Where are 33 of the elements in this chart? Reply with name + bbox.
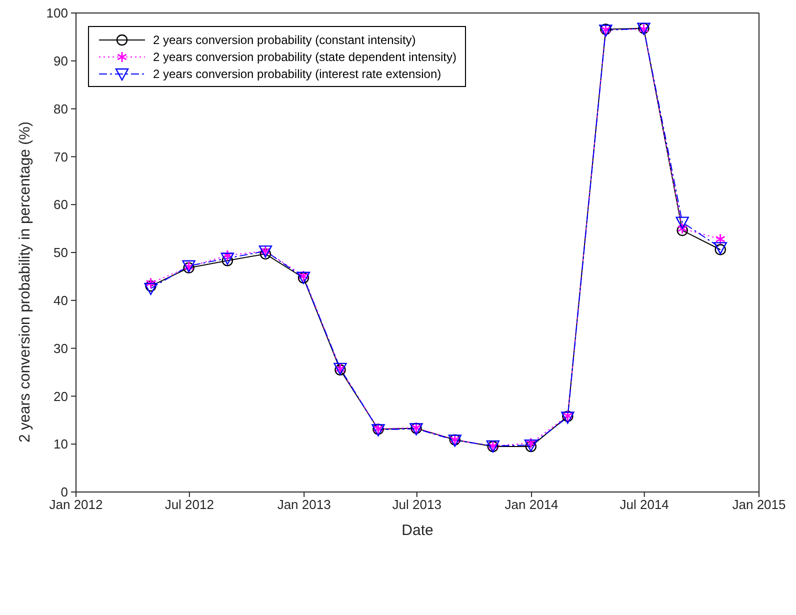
point bbox=[146, 277, 156, 289]
x-tick-label: Jul 2013 bbox=[392, 497, 442, 512]
y-axis-title: 2 years conversion probability in percentage (%) bbox=[16, 121, 34, 442]
point bbox=[715, 233, 726, 245]
x-tick-label: Jan 2013 bbox=[277, 497, 331, 512]
y-tick-label: 40 bbox=[54, 293, 68, 308]
x-tick-label: Jul 2014 bbox=[620, 497, 669, 512]
point bbox=[144, 282, 158, 296]
point bbox=[526, 437, 536, 449]
x-axis-title: Date bbox=[402, 522, 434, 539]
point bbox=[222, 250, 232, 262]
legend-label: 2 years conversion probability (constant intensity) bbox=[153, 32, 416, 46]
y-tick-label: 20 bbox=[54, 388, 68, 404]
point bbox=[222, 255, 234, 266]
point bbox=[676, 216, 689, 229]
y-tick-label: 10 bbox=[54, 436, 68, 452]
point bbox=[145, 280, 156, 292]
y-tick-label: 80 bbox=[54, 101, 68, 116]
legend-label: 2 years conversion probability (interest rate extension) bbox=[153, 66, 442, 80]
legend-label: 2 years conversion probability (state dependent intensity) bbox=[153, 50, 457, 64]
x-tick-label: Jan 2012 bbox=[49, 497, 103, 512]
point bbox=[260, 248, 272, 260]
y-tick-label: 30 bbox=[54, 340, 68, 356]
y-tick-label: 90 bbox=[54, 54, 68, 69]
y-tick-label: 70 bbox=[54, 149, 68, 164]
y-tick-label: 50 bbox=[54, 245, 68, 260]
y-tick-label: 0 bbox=[60, 484, 68, 500]
x-tick-label: Jan 2014 bbox=[504, 497, 558, 512]
point bbox=[220, 252, 234, 265]
x-tick-label: Jan 2015 bbox=[732, 497, 786, 512]
x-tick-label: Jul 2012 bbox=[164, 497, 214, 512]
y-tick-label: 60 bbox=[54, 197, 68, 212]
y-tick-label: 100 bbox=[46, 6, 68, 21]
